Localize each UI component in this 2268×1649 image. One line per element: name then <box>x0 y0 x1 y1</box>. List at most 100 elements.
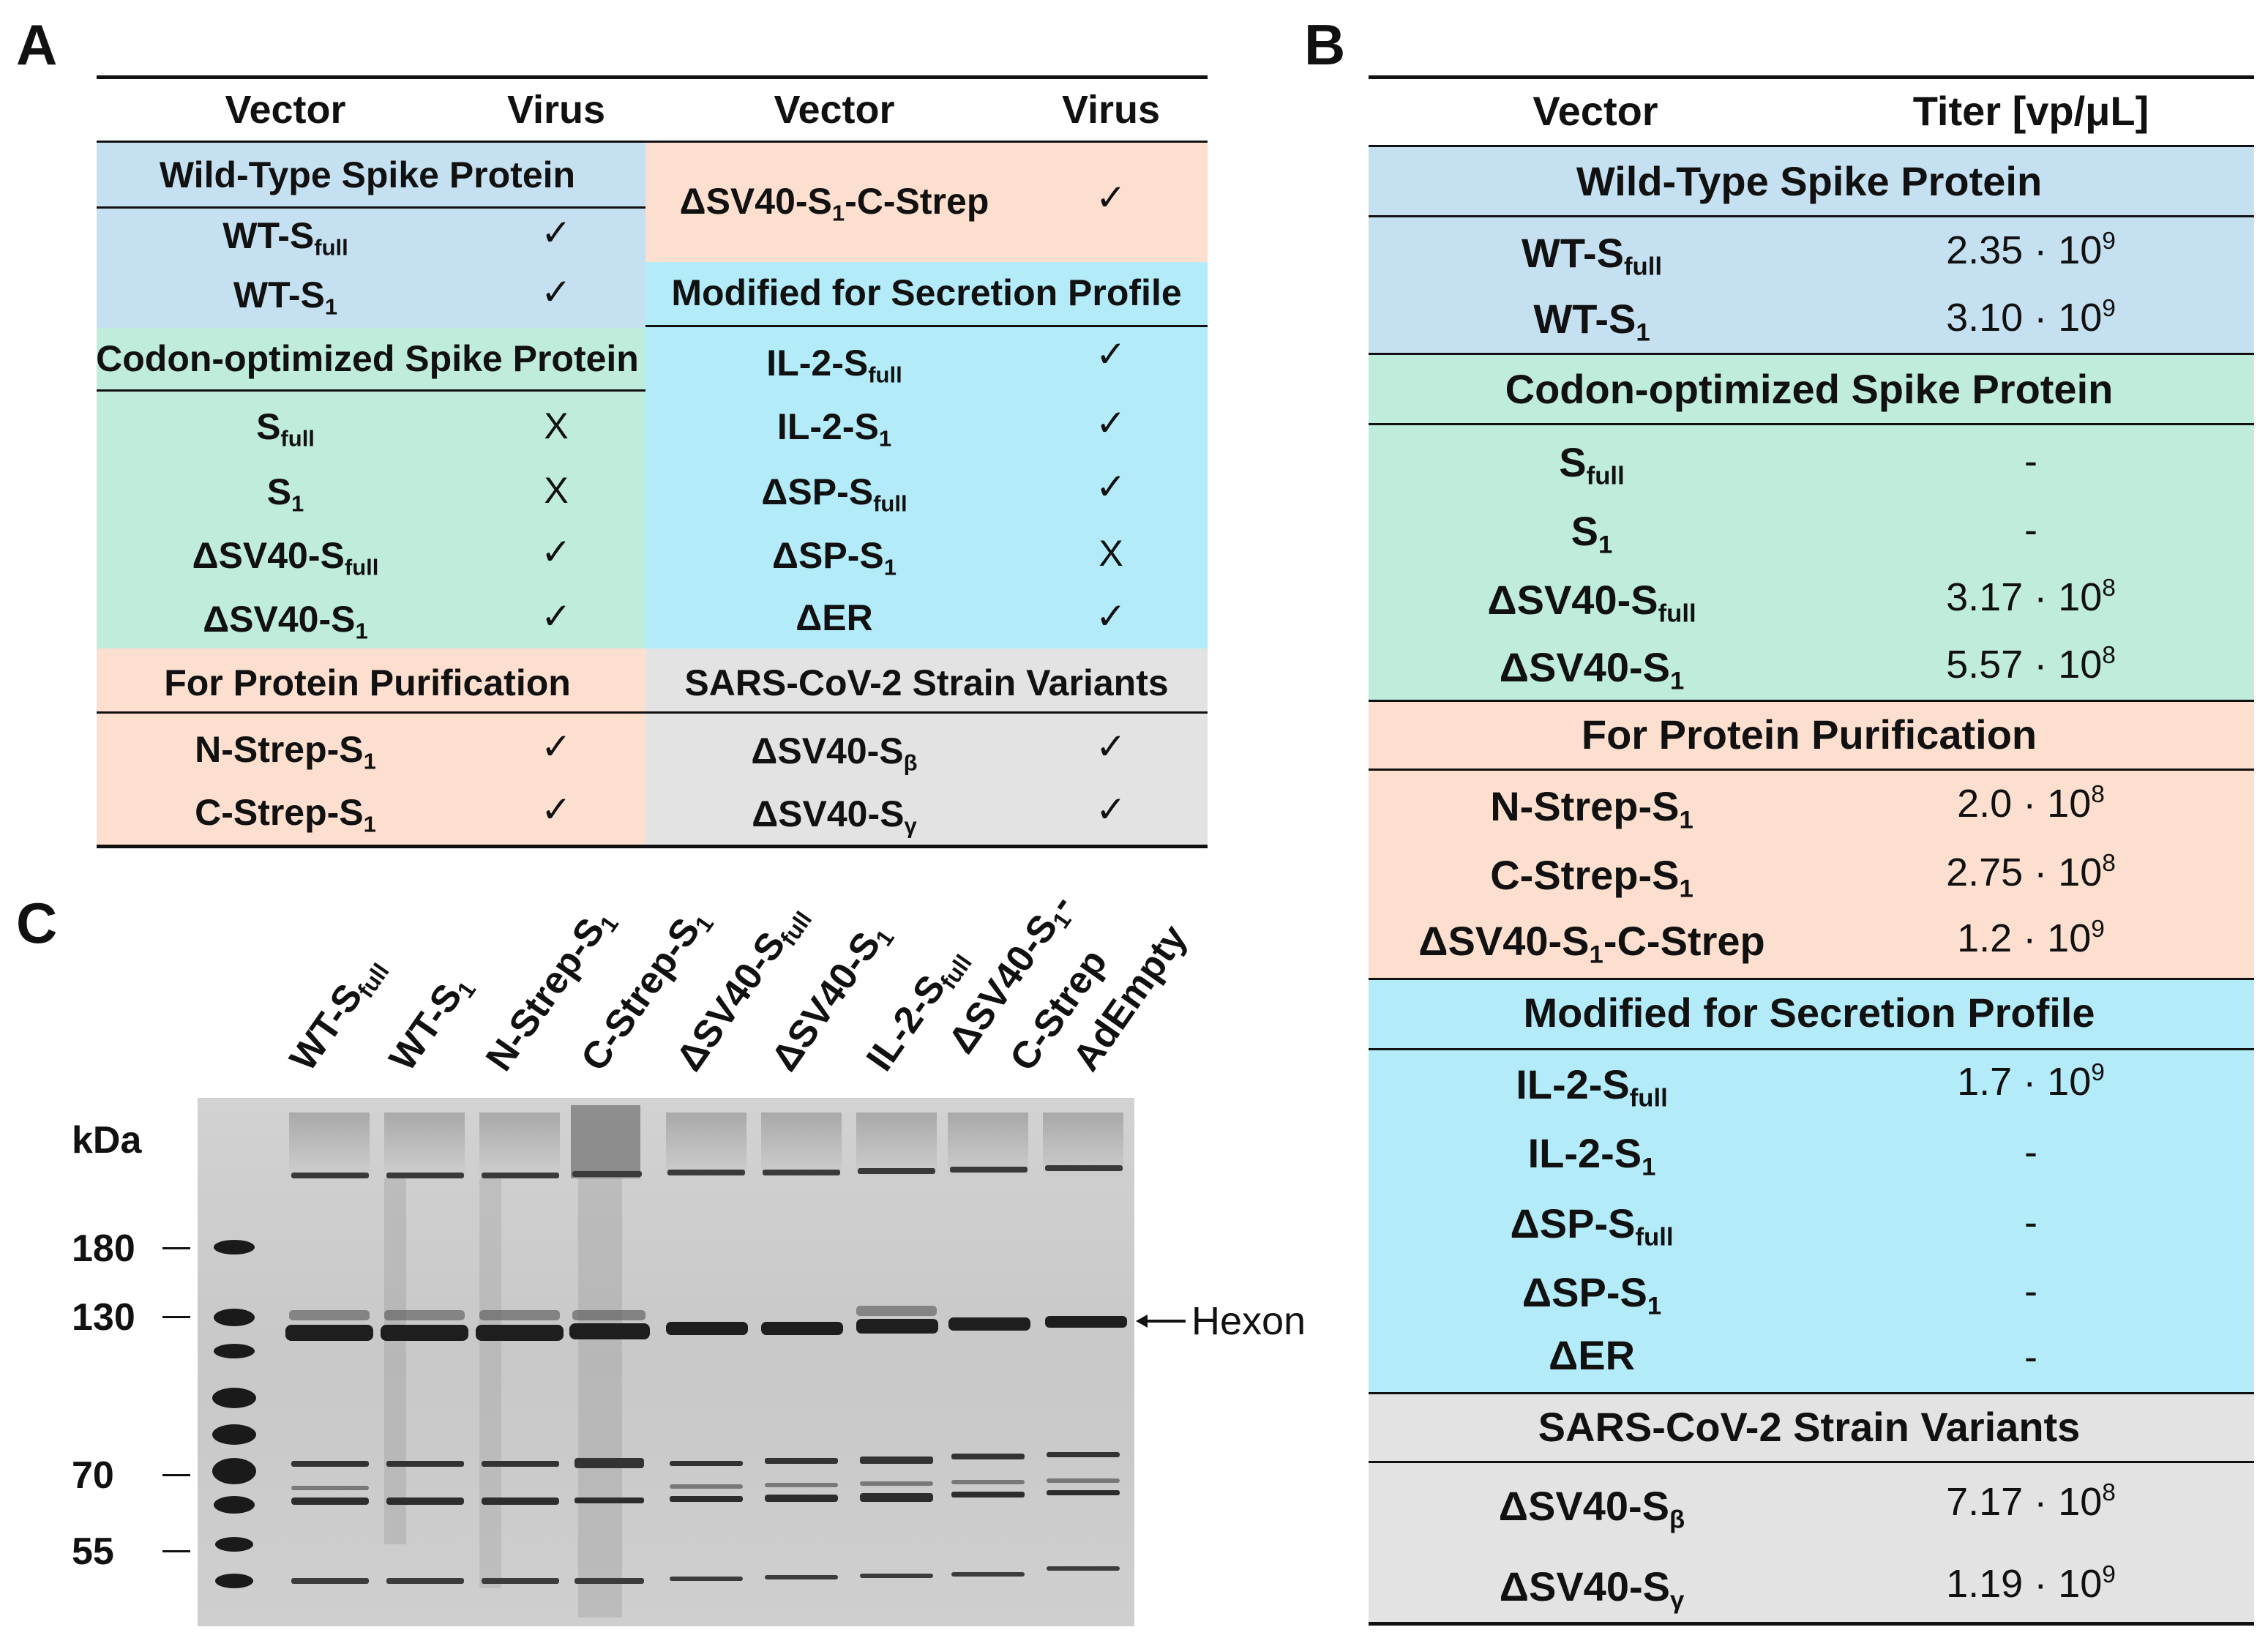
vector-name: IL-2-Sfull <box>766 343 902 388</box>
vector-name: ΔSV40-Sfull <box>192 535 379 580</box>
header-vector-left: Vector <box>225 88 346 132</box>
vector-name: ΔSV40-S1 <box>203 599 368 644</box>
section-rule <box>1369 1392 2254 1394</box>
marker-label: 70 <box>72 1454 114 1497</box>
checkmark-icon: ✓ <box>541 212 572 253</box>
vector-name: Sfull <box>1559 439 1625 490</box>
section-title-purification: For Protein Purification <box>164 662 571 703</box>
section-rule <box>1369 1048 2254 1050</box>
checkmark-icon: ✓ <box>541 531 572 572</box>
section-title-purification: For Protein Purification <box>1581 711 2037 758</box>
band-variants <box>1369 1394 2254 1623</box>
vector-name: IL-2-S1 <box>1527 1130 1656 1181</box>
section-title-secretion: Modified for Secretion Profile <box>671 272 1182 313</box>
band-secretion <box>645 262 1208 648</box>
lane-label: WT-Sfull <box>281 958 394 1079</box>
band-purification-cont <box>645 142 1208 262</box>
vector-name: WT-S1 <box>1533 296 1650 347</box>
titer-value: - <box>2024 1200 2037 1244</box>
checkmark-icon: ✓ <box>1096 596 1126 637</box>
section-title-variants: SARS-CoV-2 Strain Variants <box>1538 1404 2081 1450</box>
band-purification <box>97 648 645 846</box>
panel-label-c: C <box>16 891 58 955</box>
section-title-codon: Codon-optimized Spike Protein <box>1505 366 2114 412</box>
vector-name: ΔER <box>796 597 873 638</box>
titer-value: 1.7 · 109 <box>1957 1058 2105 1104</box>
vector-name: WT-Sfull <box>222 215 348 261</box>
titer-value: - <box>2024 1269 2037 1313</box>
titer-value: 7.17 · 108 <box>1946 1478 2116 1524</box>
table-b-bottom-rule <box>1369 1622 2254 1626</box>
cross-icon: X <box>1099 533 1123 574</box>
panel-label-b: B <box>1304 12 1346 77</box>
table-a-bottom-rule <box>97 845 1208 848</box>
vector-name: IL-2-S1 <box>776 406 892 452</box>
sample-lanes <box>285 1105 1127 1618</box>
titer-value: - <box>2024 1130 2037 1174</box>
section-rule <box>97 389 645 392</box>
vector-name: ΔSP-S1 <box>772 535 897 580</box>
header-vector: Vector <box>1532 88 1658 134</box>
vector-name: ΔSV40-Sβ <box>751 730 918 776</box>
header-virus-left: Virus <box>506 88 606 132</box>
vector-name: WT-S1 <box>233 274 338 320</box>
titer-value: 2.35 · 109 <box>1946 227 2116 272</box>
band-secretion <box>1369 979 2254 1394</box>
vector-name: Sfull <box>256 406 315 452</box>
vector-name: S1 <box>1571 508 1613 559</box>
marker-tick <box>162 1550 190 1552</box>
header-titer: Titer [vp/μL] <box>1912 88 2149 134</box>
table-a-top-rule <box>97 75 1208 79</box>
panel-label-a: A <box>16 12 58 77</box>
vector-name: ΔSV40-S1-C-Strep <box>679 181 989 226</box>
band-codon <box>1369 354 2254 701</box>
section-title-wild-type: Wild-Type Spike Protein <box>1576 158 2043 204</box>
vector-name: IL-2-Sfull <box>1516 1061 1668 1113</box>
hexon-label: Hexon <box>1191 1299 1306 1343</box>
titer-value: 1.19 · 109 <box>1946 1560 2116 1606</box>
vector-name: C-Strep-S1 <box>1490 852 1693 903</box>
section-rule <box>645 325 1208 327</box>
section-title-wild-type: Wild-Type Spike Protein <box>159 154 576 195</box>
lane-label: WT-S1 <box>381 976 482 1079</box>
section-rule <box>1369 769 2254 771</box>
section-rule <box>1369 423 2254 425</box>
section-title-variants: SARS-CoV-2 Strain Variants <box>684 662 1169 703</box>
titer-value: - <box>2024 1335 2037 1379</box>
band-wild-type <box>97 142 645 328</box>
titer-value: - <box>2024 439 2037 483</box>
marker-tick <box>162 1474 190 1476</box>
titer-value: 2.0 · 108 <box>1957 780 2105 826</box>
band-wild-type <box>1369 146 2254 354</box>
vector-name: ΔSV40-Sβ <box>1498 1483 1685 1534</box>
titer-value: 2.75 · 108 <box>1946 849 2116 894</box>
vector-name: ΔER <box>1548 1332 1636 1378</box>
section-rule <box>1369 215 2254 217</box>
checkmark-icon: ✓ <box>1096 466 1126 507</box>
titer-value: 3.10 · 109 <box>1946 294 2116 340</box>
vector-name: ΔSV40-S1-C-Strep <box>1418 918 1765 969</box>
band-codon <box>97 328 645 648</box>
kda-unit-label: kDa <box>72 1119 142 1162</box>
titer-value: 5.57 · 108 <box>1946 641 2116 687</box>
vector-name: S1 <box>266 471 304 517</box>
hexon-arrow-icon <box>1136 1315 1186 1328</box>
gel-image <box>198 1098 1134 1626</box>
vector-name: N-Strep-S1 <box>1490 783 1693 834</box>
marker-label: 55 <box>72 1530 114 1573</box>
marker-tick <box>162 1316 190 1318</box>
marker-tick <box>162 1247 190 1249</box>
marker-label: 180 <box>72 1227 135 1270</box>
vector-name: ΔSV40-Sγ <box>1499 1563 1685 1615</box>
section-title-secretion: Modified for Secretion Profile <box>1523 990 2095 1036</box>
checkmark-icon: ✓ <box>541 596 572 637</box>
checkmark-icon: ✓ <box>1096 177 1126 218</box>
band-purification <box>1369 701 2254 979</box>
vector-name: ΔSV40-S1 <box>1499 644 1685 695</box>
checkmark-icon: ✓ <box>1096 403 1126 444</box>
section-rule <box>1369 978 2254 980</box>
vector-name: ΔSP-Sfull <box>1510 1200 1674 1252</box>
checkmark-icon: ✓ <box>541 272 572 313</box>
vector-name: ΔSP-Sfull <box>761 471 907 517</box>
marker-label: 130 <box>72 1296 135 1339</box>
